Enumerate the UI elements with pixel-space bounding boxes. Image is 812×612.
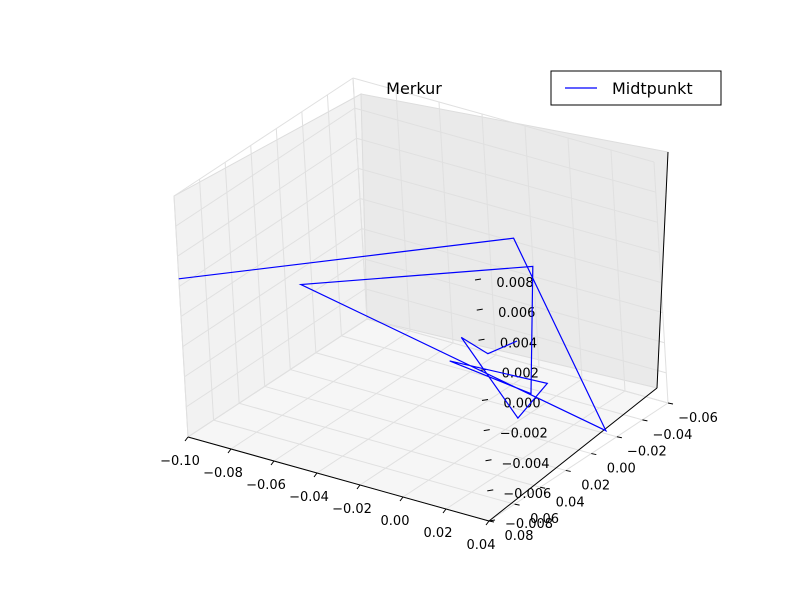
grid-line xyxy=(175,107,356,227)
z-axis-ticks: −0.008 −0.006 −0.004 −0.002 0.000 0.002 0.004 0… xyxy=(474,276,553,532)
legend-label: Midtpunkt xyxy=(612,79,693,98)
x-tick-mark xyxy=(399,496,404,502)
y-tick-label: 0.02 xyxy=(581,478,610,493)
y-axis-line xyxy=(488,387,658,522)
x-tick-mark xyxy=(227,448,232,454)
y-tick-label: −0.04 xyxy=(653,428,693,443)
grid-line xyxy=(402,378,583,498)
grid-line xyxy=(358,167,660,253)
grid-line xyxy=(359,366,540,486)
x-tick-label: −0.04 xyxy=(289,490,329,505)
grid-line xyxy=(354,107,656,193)
z-tick-label: 0.000 xyxy=(503,397,540,412)
z-tick-mark xyxy=(478,338,485,341)
x-tick-label: −0.08 xyxy=(203,466,243,481)
z-axis-line xyxy=(656,151,669,389)
z-tick-mark xyxy=(487,489,494,492)
x-axis-ticks: −0.10−0.08−0.06−0.04−0.02 0.00 0.02 0.04 xyxy=(160,436,496,553)
x-tick-mark xyxy=(313,472,318,478)
grid-line xyxy=(185,288,366,408)
grid-line xyxy=(273,342,454,462)
grid-line xyxy=(213,419,515,505)
z-tick-mark xyxy=(481,399,489,401)
y-tick-label: 0.08 xyxy=(505,529,534,544)
legend: Midtpunkt xyxy=(550,70,722,106)
series-layer xyxy=(178,237,608,432)
series-line-midtpunkt xyxy=(178,237,608,432)
y-tick-mark xyxy=(540,486,546,489)
grid-line xyxy=(365,288,667,374)
x-tick-mark xyxy=(485,520,490,526)
grid-line xyxy=(173,77,354,197)
grid-line xyxy=(363,258,665,344)
axis-lines xyxy=(187,151,669,522)
x-tick-label: 0.00 xyxy=(381,514,410,529)
grid-line xyxy=(178,167,359,287)
y-tick-mark xyxy=(591,453,597,456)
z-tick-label: −0.006 xyxy=(503,487,551,502)
x-tick-label: 0.04 xyxy=(467,538,496,553)
y-tick-mark xyxy=(565,469,571,472)
grid-line xyxy=(356,137,658,223)
y-tick-label: 0.04 xyxy=(556,495,585,510)
x-tick-mark xyxy=(442,508,447,514)
grid-lines xyxy=(173,77,669,522)
grid-line xyxy=(182,228,363,348)
grid-line xyxy=(366,318,669,404)
grid-line xyxy=(488,402,669,522)
z-tick-label: −0.002 xyxy=(500,427,548,442)
grid-line xyxy=(187,318,368,438)
grid-line xyxy=(177,137,357,257)
x-tick-label: −0.10 xyxy=(160,454,200,469)
z-tick-mark xyxy=(474,278,482,281)
grid-line xyxy=(184,258,364,378)
x-axis-line xyxy=(187,436,490,522)
chart-title: Merkur xyxy=(386,79,442,98)
grid-line xyxy=(445,390,626,510)
grid-line xyxy=(361,228,663,314)
z-tick-mark xyxy=(485,459,492,462)
y-tick-label: 0.00 xyxy=(607,462,636,477)
grid-line xyxy=(264,385,566,471)
z-tick-label: 0.004 xyxy=(500,336,537,351)
grid-line xyxy=(315,352,617,438)
z-tick-label: 0.006 xyxy=(498,306,535,321)
y-axis-ticks: −0.06 −0.04 −0.02 0.000.02 0.04 0.06 0.08 xyxy=(488,402,718,544)
z-tick-label: −0.008 xyxy=(505,517,553,532)
y-tick-label: −0.02 xyxy=(627,445,667,460)
z-tick-mark xyxy=(476,308,483,311)
y-tick-mark xyxy=(642,419,648,422)
z-tick-label: 0.008 xyxy=(496,276,533,291)
y-tick-mark xyxy=(616,436,622,439)
y-tick-label: −0.06 xyxy=(678,411,718,426)
grid-line xyxy=(230,330,411,450)
z-tick-label: −0.004 xyxy=(501,457,549,472)
x-tick-mark xyxy=(184,436,189,442)
x-tick-label: −0.06 xyxy=(246,478,286,493)
z-tick-mark xyxy=(483,429,490,432)
y-tick-label: 0.06 xyxy=(530,512,559,527)
x-tick-mark xyxy=(356,484,361,490)
grid-line xyxy=(290,369,592,455)
z-tick-label: 0.002 xyxy=(502,366,539,381)
grid-line xyxy=(316,354,497,474)
x-tick-label: 0.02 xyxy=(424,526,453,541)
grid-line xyxy=(239,402,541,488)
y-tick-mark xyxy=(667,402,674,405)
grid-line xyxy=(180,198,361,317)
y-tick-mark xyxy=(514,503,520,506)
x-tick-label: −0.02 xyxy=(332,502,372,517)
x-tick-mark xyxy=(270,460,275,466)
grid-line xyxy=(352,77,655,163)
z-tick-mark xyxy=(488,519,496,522)
grid-line xyxy=(359,198,662,283)
